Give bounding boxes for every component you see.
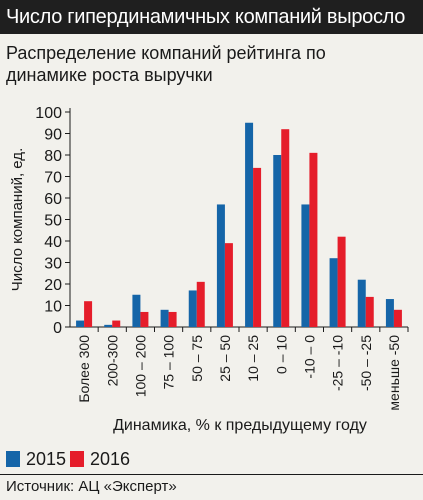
x-tick-label: 200-300	[104, 335, 120, 387]
bar-2016-7	[281, 129, 290, 327]
x-tick-label: 0 – 10	[273, 335, 289, 374]
legend-label-2016: 2016	[90, 449, 131, 469]
y-axis-label: Число компаний, ед.	[9, 148, 26, 291]
source-note: Источник: АЦ «Эксперт»	[0, 474, 423, 500]
y-tick-label: 40	[44, 234, 62, 251]
x-tick-label: Более 300	[76, 335, 92, 403]
bar-2016-8	[309, 152, 318, 327]
bar-2015-4	[188, 290, 197, 327]
bar-2015-9	[329, 258, 338, 327]
x-tick-label: 100 – 200	[132, 335, 148, 397]
bar-2015-8	[301, 204, 310, 327]
y-tick-label: 70	[44, 170, 62, 187]
y-tick-label: 0	[53, 320, 62, 337]
bar-2015-11	[385, 299, 394, 327]
bar-2015-10	[357, 279, 366, 327]
bar-2016-11	[393, 309, 402, 327]
bar-2015-1	[104, 324, 113, 327]
x-tick-label: -10 – 0	[301, 335, 317, 379]
bar-2016-9	[337, 236, 346, 327]
y-tick-label: 90	[44, 127, 62, 144]
bar-2016-6	[253, 167, 262, 327]
bar-2015-2	[132, 294, 141, 327]
y-tick-label: 30	[44, 256, 62, 273]
x-tick-label: 75 – 100	[161, 335, 177, 390]
legend-swatch-2015	[6, 451, 20, 467]
bar-2016-0	[84, 301, 93, 327]
y-tick-label: 80	[44, 148, 62, 165]
bar-2015-3	[160, 309, 169, 327]
x-tick-label: -50 – -25	[358, 335, 374, 391]
x-axis-label: Динамика, % к предыдущему году	[113, 417, 367, 434]
bar-2015-0	[76, 320, 85, 327]
bar-2016-3	[168, 311, 177, 327]
bar-2016-1	[112, 320, 121, 327]
y-tick-label: 50	[44, 213, 62, 230]
page-title: Число гипердинамичных компаний выросло	[0, 0, 423, 34]
bar-2016-10	[365, 296, 374, 327]
bar-2016-4	[196, 281, 205, 327]
legend-label-2015: 2015	[26, 449, 67, 469]
x-tick-label: -25 – -10	[330, 335, 346, 391]
y-tick-label: 20	[44, 277, 62, 294]
bar-2016-5	[224, 243, 233, 327]
bar-2015-6	[245, 122, 254, 327]
bar-2015-5	[216, 204, 225, 327]
legend: 2015 2016	[6, 448, 406, 470]
legend-swatch-2016	[70, 451, 84, 467]
bar-2016-2	[140, 311, 149, 327]
y-tick-label: 60	[44, 191, 62, 208]
x-tick-label: 50 – 75	[189, 335, 205, 382]
chart-title: Распределение компаний рейтинга по динам…	[6, 43, 326, 85]
x-tick-label: 25 – 50	[217, 335, 233, 382]
x-tick-label: 10 – 25	[245, 335, 261, 382]
y-tick-label: 10	[44, 299, 62, 316]
y-tick-label: 100	[35, 105, 62, 122]
x-tick-label: меньше -50	[386, 335, 402, 411]
bar-2015-7	[273, 155, 282, 327]
